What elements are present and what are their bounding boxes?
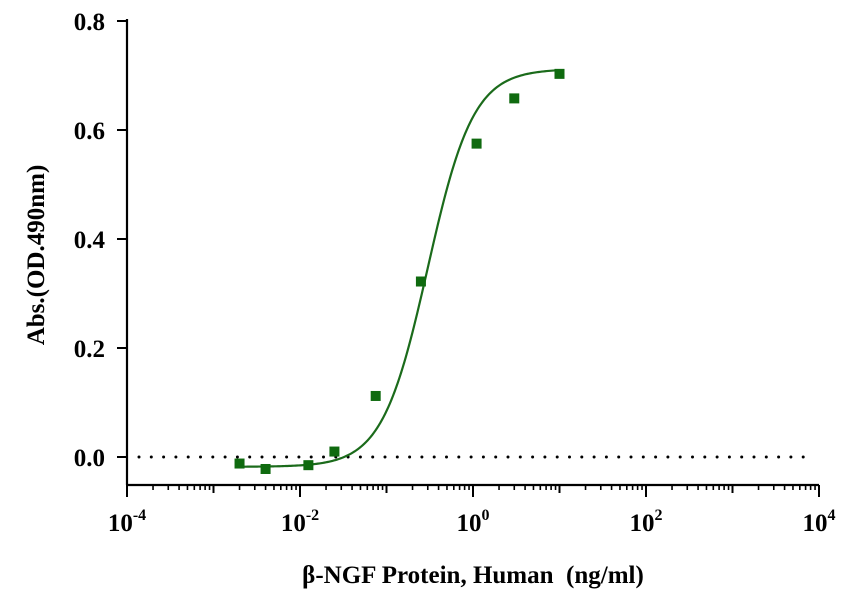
fit-curve [239, 69, 560, 468]
y-tick-label: 0.0 [74, 445, 105, 472]
data-point [234, 458, 245, 469]
y-axis-title: Abs.(OD.490nm) [23, 165, 50, 346]
x-tick-label: 100 [457, 507, 490, 537]
y-tick-label: 0.6 [74, 118, 105, 145]
x-tick-label: 102 [630, 507, 663, 537]
y-tick-label: 0.4 [74, 227, 106, 254]
data-point [415, 276, 426, 287]
x-axis-title: β-NGF Protein, Human (ng/ml) [302, 562, 644, 589]
data-point [509, 93, 520, 104]
data-point [303, 460, 314, 471]
data-point [260, 463, 271, 474]
data-point [329, 446, 340, 457]
x-tick-label: 10-4 [108, 507, 146, 537]
y-tick-label: 0.2 [74, 336, 105, 363]
y-tick-label: 0.8 [74, 9, 105, 36]
plot-area [137, 68, 813, 474]
data-point [554, 68, 565, 79]
data-point [370, 390, 381, 401]
x-tick-label: 104 [803, 507, 836, 537]
x-tick-label: 10-2 [281, 507, 319, 537]
data-point [471, 138, 482, 149]
axes: 0.0 0.2 0.4 0.6 0.8 10-4 10-2 100 102 104 [74, 9, 836, 537]
